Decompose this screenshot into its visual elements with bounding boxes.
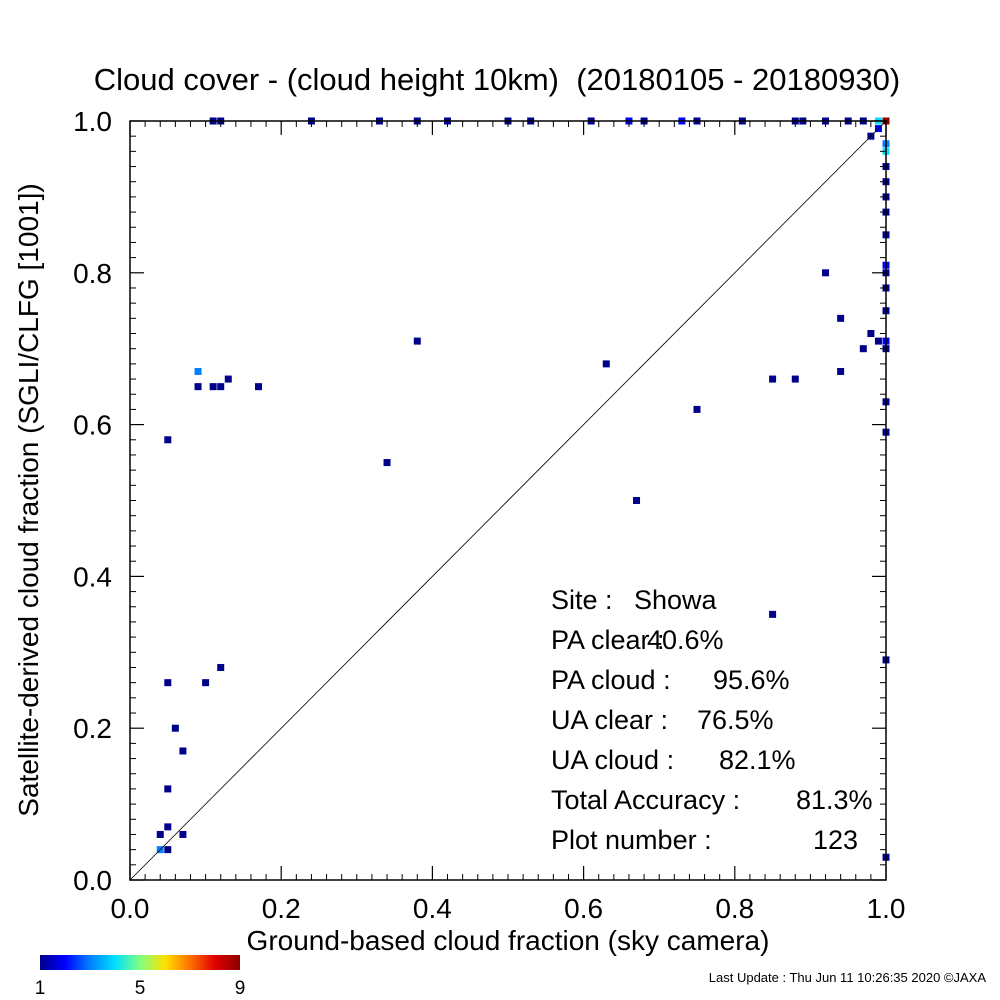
stat-label: Total Accuracy : bbox=[551, 785, 740, 815]
data-point bbox=[164, 846, 172, 854]
stat-label: Plot number : bbox=[551, 825, 712, 855]
data-point bbox=[194, 383, 202, 391]
data-point bbox=[179, 747, 187, 755]
colorbar-ticks: 1 5 9 bbox=[35, 978, 246, 999]
data-point bbox=[202, 679, 210, 687]
colorbar-tick-label: 5 bbox=[135, 978, 146, 999]
data-point bbox=[867, 330, 875, 338]
y-tick-label: 0.8 bbox=[73, 258, 112, 289]
x-tick-label: 0.6 bbox=[564, 893, 603, 924]
data-point bbox=[791, 375, 799, 383]
y-tick-label: 1.0 bbox=[73, 106, 112, 137]
stat-label: PA clear : bbox=[551, 625, 665, 655]
data-point bbox=[874, 337, 882, 345]
data-point bbox=[633, 497, 641, 504]
data-point bbox=[194, 367, 202, 375]
data-point bbox=[822, 269, 830, 277]
data-point bbox=[413, 337, 421, 345]
one-to-one-line bbox=[129, 120, 887, 881]
data-point bbox=[156, 830, 164, 838]
x-tick-label: 0.2 bbox=[262, 893, 301, 924]
data-point bbox=[224, 375, 232, 383]
stat-value: Showa bbox=[634, 585, 718, 615]
chart-title: Cloud cover - (cloud height 10km) (20180… bbox=[94, 62, 900, 97]
x-tick-label: 0.8 bbox=[715, 893, 754, 924]
stat-label: PA cloud : bbox=[551, 665, 671, 695]
stat-label: UA cloud : bbox=[551, 745, 674, 775]
stat-value: 82.1% bbox=[719, 745, 796, 775]
data-point bbox=[602, 360, 610, 368]
data-point bbox=[255, 383, 263, 391]
colorbar-tick-label: 9 bbox=[235, 978, 246, 999]
y-tick-label: 0.2 bbox=[73, 713, 112, 744]
data-point bbox=[171, 724, 179, 732]
y-tick-label: 0.0 bbox=[73, 865, 112, 896]
y-axis-label: Satellite-derived cloud fraction (SGLI/C… bbox=[13, 183, 44, 816]
stat-label: UA clear : bbox=[551, 705, 668, 735]
data-point bbox=[164, 823, 172, 831]
data-point bbox=[164, 785, 172, 793]
x-tick-label: 0.0 bbox=[111, 893, 150, 924]
data-point bbox=[179, 830, 187, 838]
data-point bbox=[217, 663, 225, 671]
data-point bbox=[383, 459, 391, 467]
stat-value: 81.3% bbox=[796, 785, 873, 815]
data-point bbox=[837, 314, 845, 322]
data-point bbox=[837, 367, 845, 375]
data-point bbox=[164, 436, 172, 444]
stat-value: 40.6% bbox=[647, 625, 724, 655]
stat-value: 95.6% bbox=[713, 665, 790, 695]
stat-label: Site : bbox=[551, 585, 613, 615]
stats-annotation: Site : Showa PA clear :40.6% PA cloud : 95.6… bbox=[551, 585, 873, 855]
data-point bbox=[209, 383, 217, 391]
colorbar-tick-label: 1 bbox=[35, 978, 46, 999]
y-tick-label: 0.6 bbox=[73, 410, 112, 441]
stat-value: 123 bbox=[813, 825, 858, 855]
data-point bbox=[769, 375, 777, 383]
y-tick-label: 0.4 bbox=[73, 561, 112, 592]
x-tick-label: 1.0 bbox=[867, 893, 906, 924]
stat-value: 76.5% bbox=[697, 705, 774, 735]
colorbar: 1 5 9 bbox=[35, 955, 246, 999]
x-axis-label: Ground-based cloud fraction (sky camera) bbox=[247, 925, 770, 956]
data-point bbox=[164, 679, 172, 687]
data-point bbox=[217, 383, 225, 391]
data-point bbox=[769, 610, 777, 618]
data-point bbox=[859, 345, 867, 353]
data-point bbox=[693, 405, 701, 413]
last-update-footer: Last Update : Thu Jun 11 10:26:35 2020 ©… bbox=[708, 970, 986, 985]
axis-ticks: 0.00.0 0.2 0.2 0.4 0.4 0.6 0.6 0.8 0.8 1.0 1.0 bbox=[73, 106, 905, 924]
x-tick-label: 0.4 bbox=[413, 893, 452, 924]
colorbar-gradient bbox=[40, 955, 240, 970]
